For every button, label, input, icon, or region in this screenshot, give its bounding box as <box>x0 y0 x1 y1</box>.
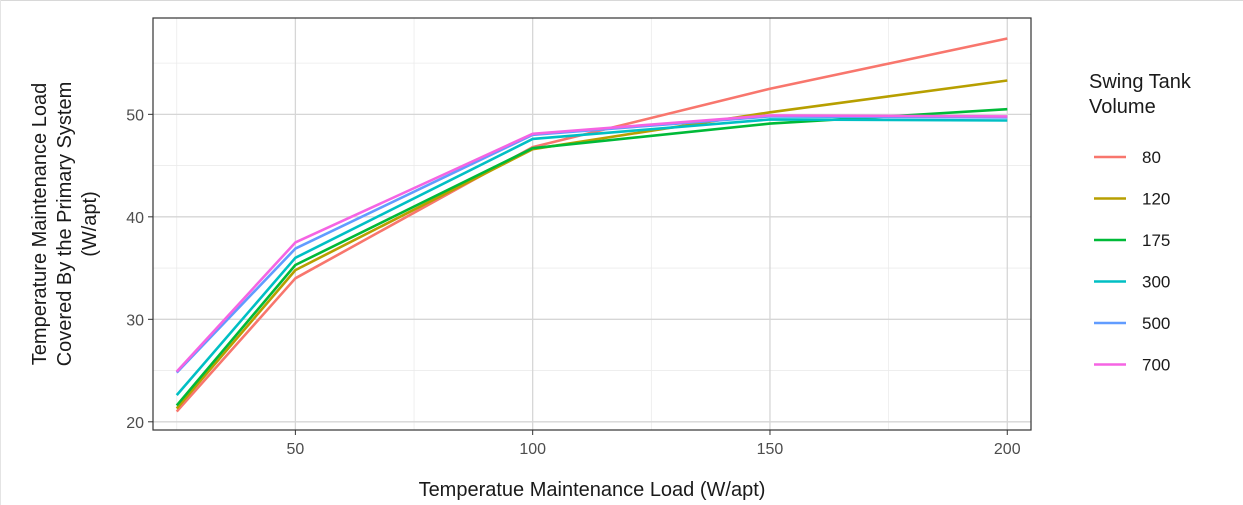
y-axis-title: Temperature Maintenance Load Covered By … <box>29 82 101 367</box>
y-tick-label: 50 <box>126 107 144 124</box>
x-tick-label: 150 <box>757 441 784 458</box>
x-tick-label: 50 <box>286 441 304 458</box>
y-axis-title-line-1: Temperature Maintenance Load <box>29 83 51 365</box>
series-line-700 <box>175 114 1008 373</box>
legend-label-300: 300 <box>1142 273 1170 292</box>
legend-title-line-1: Swing Tank <box>1089 71 1192 93</box>
window-top-border <box>0 0 1243 1</box>
y-tick-label: 20 <box>126 415 144 432</box>
legend-label-80: 80 <box>1142 148 1161 167</box>
series-line-80 <box>175 37 1008 413</box>
series-lines <box>175 37 1008 413</box>
x-tick-label: 100 <box>519 441 546 458</box>
window-left-border <box>0 0 1 505</box>
y-axis-title-line-2: Covered By the Primary System <box>54 82 76 367</box>
series-line-175 <box>175 107 1008 407</box>
legend-label-120: 120 <box>1142 190 1170 209</box>
major-gridlines <box>153 18 1031 430</box>
x-tick-label: 200 <box>994 441 1021 458</box>
legend-label-175: 175 <box>1142 231 1170 250</box>
series-line-300 <box>175 118 1008 397</box>
minor-gridlines <box>153 18 1031 430</box>
plot-panel-border <box>152 17 1032 431</box>
legend-label-500: 500 <box>1142 314 1170 333</box>
legend-items: 80 120 175 300 500 700 <box>1094 148 1170 375</box>
y-axis-title-line-3: (W/apt) <box>79 191 101 257</box>
y-tick-label: 40 <box>126 210 144 227</box>
legend: Swing Tank Volume 80 120 175 300 500 700 <box>1089 71 1192 375</box>
legend-title-line-2: Volume <box>1089 96 1156 118</box>
y-axis-ticks: 20 30 40 50 <box>126 107 153 432</box>
legend-label-700: 700 <box>1142 356 1170 375</box>
x-axis-title: Temperatue Maintenance Load (W/apt) <box>419 479 766 501</box>
x-axis-ticks: 50 100 150 200 <box>286 430 1021 458</box>
y-tick-label: 30 <box>126 312 144 329</box>
series-line-500 <box>175 115 1008 374</box>
